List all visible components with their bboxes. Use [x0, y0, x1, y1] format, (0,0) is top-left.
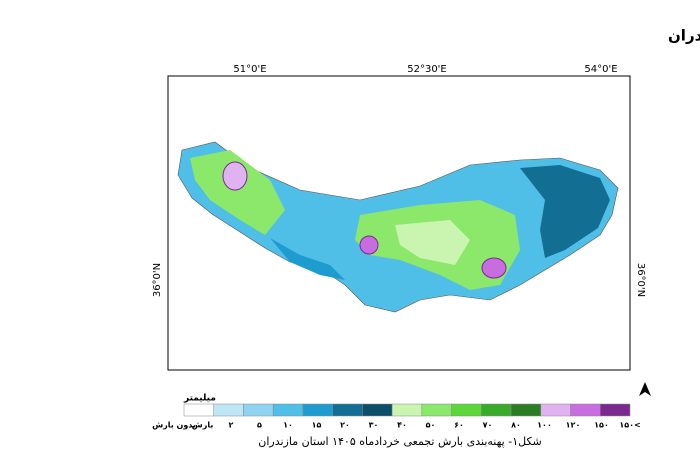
legend-swatch: [540, 403, 571, 417]
y-label: 36°0'N: [635, 263, 646, 297]
legend-label: ۲: [229, 421, 234, 430]
title: پهنه‌بندی مجموع بارش خردادماه ۱۴۰۵ استان…: [668, 27, 700, 46]
legend-swatch: [421, 403, 452, 417]
legend-label: ۷۰: [483, 421, 493, 430]
legend-label: ۴۰: [397, 421, 407, 430]
north-arrow: [639, 382, 651, 396]
caption: شکل۱- پهنه‌بندی بارش تجمعی خردادماه ۱۴۰۵…: [258, 435, 542, 448]
legend-swatch: [183, 403, 214, 417]
legend-label: ۵: [257, 421, 262, 430]
legend-swatch: [362, 403, 393, 417]
legend-label: ۱۲۰: [566, 421, 581, 430]
legend-swatch: [391, 403, 423, 417]
legend-swatch: [243, 403, 274, 417]
legend-label: ۵۰: [426, 421, 436, 430]
x-label: 52°30'E: [407, 64, 447, 75]
legend-label: ۲۰: [340, 421, 350, 430]
legend-label: ۳۰: [369, 421, 379, 430]
x-label: 54°0'E: [584, 64, 617, 75]
legend-unit: میلیمتر: [183, 394, 216, 404]
legend-label: ۶۰: [454, 421, 464, 430]
legend-label: ۱۰۰: [537, 421, 552, 430]
y-label: 36°0'N: [152, 263, 163, 297]
legend-swatch: [570, 403, 601, 417]
legend-swatch: [332, 403, 363, 417]
legend-swatch: [510, 403, 542, 417]
map-frame: [167, 75, 631, 371]
legend-label: ۱۵۰<: [619, 421, 640, 430]
legend-label: ۱۰: [283, 421, 293, 430]
x-label: 51°0'E: [233, 64, 266, 75]
legend-label: بارش: [192, 421, 214, 431]
legend-label: ۱۵: [312, 421, 322, 430]
legend-swatch: [600, 403, 631, 417]
province-map: [177, 141, 619, 313]
legend-label: ۱۵۰: [594, 421, 609, 430]
legend-label: بدون بارش: [152, 421, 196, 431]
legend-swatch: [272, 403, 304, 417]
legend-swatch: [451, 403, 482, 417]
legend-label: ۸۰: [511, 421, 521, 430]
legend-swatch: [302, 403, 333, 417]
legend-swatch: [481, 403, 512, 417]
legend-swatch: [213, 403, 244, 417]
